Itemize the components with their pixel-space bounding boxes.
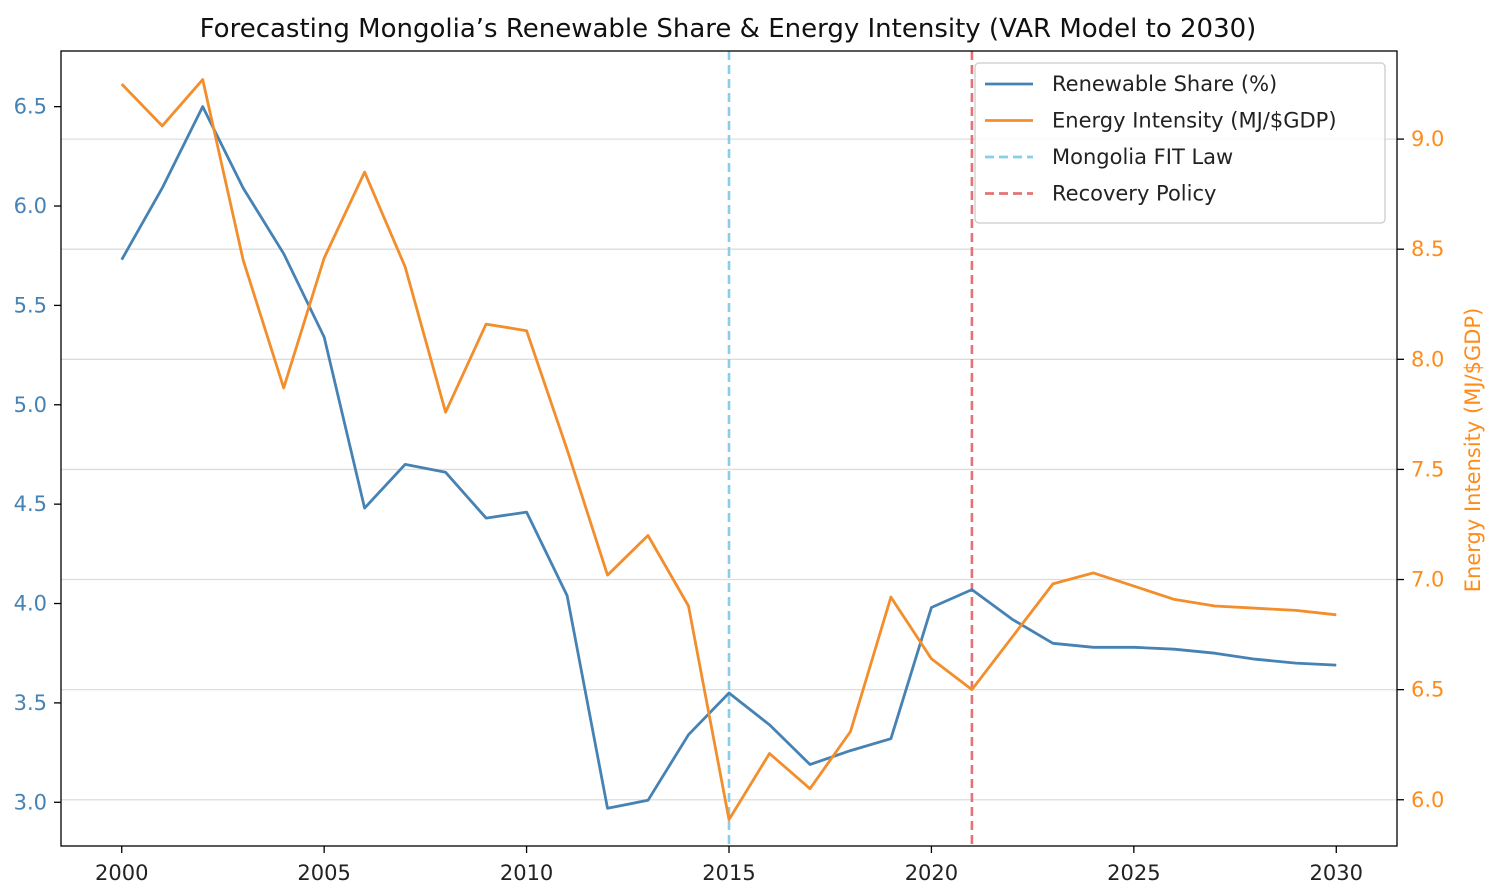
x-tick-label: 2020 xyxy=(905,861,958,885)
y-right-axis-label: Energy Intensity (MJ/$GDP) xyxy=(1461,308,1485,593)
y-right-tick-label: 7.0 xyxy=(1411,568,1444,592)
x-tick-label: 2015 xyxy=(702,861,755,885)
x-axis: 2000 2005 2010 2015 2020 2025 2030 xyxy=(95,846,1363,885)
y-right-tick-label: 9.0 xyxy=(1411,127,1444,151)
y-right-tick-label: 6.5 xyxy=(1411,678,1444,702)
y-left-tick-label: 6.0 xyxy=(14,194,47,218)
y-left-tick-label: 4.0 xyxy=(14,592,47,616)
series-line-renewable-share xyxy=(120,105,1337,810)
y-left-tick-label: 4.5 xyxy=(14,492,47,516)
chart-title: Forecasting Mongolia’s Renewable Share &… xyxy=(200,14,1257,44)
y-right-tick-label: 8.5 xyxy=(1411,237,1444,261)
y-right-tick-label: 8.0 xyxy=(1411,347,1444,371)
y-right-tick-label: 7.5 xyxy=(1411,457,1444,481)
y-left-axis: 3.0 3.5 4.0 4.5 5.0 5.5 6.0 6.5 xyxy=(14,95,61,814)
y-left-tick-label: 3.0 xyxy=(14,790,47,814)
x-tick-label: 2010 xyxy=(500,861,553,885)
x-tick-label: 2025 xyxy=(1107,861,1160,885)
x-tick-label: 2030 xyxy=(1310,861,1363,885)
legend-label: Renewable Share (%) xyxy=(1052,72,1277,96)
y-left-tick-label: 5.5 xyxy=(14,293,47,317)
legend-label: Mongolia FIT Law xyxy=(1052,145,1233,169)
legend: Renewable Share (%) Energy Intensity (MJ/… xyxy=(974,62,1386,224)
series-lines xyxy=(120,78,1337,821)
legend-box xyxy=(974,62,1386,224)
y-right-axis: 6.0 6.5 7.0 7.5 8.0 8.5 9.0 xyxy=(1397,127,1444,812)
legend-label: Energy Intensity (MJ/$GDP) xyxy=(1052,109,1337,133)
y-left-tick-label: 5.0 xyxy=(14,393,47,417)
series-line-energy-intensity-mj-gdp xyxy=(120,78,1337,821)
policy-lines xyxy=(727,51,974,846)
x-tick-label: 2005 xyxy=(297,861,350,885)
legend-label: Recovery Policy xyxy=(1052,182,1216,206)
y-right-tick-label: 6.0 xyxy=(1411,788,1444,812)
x-tick-label: 2000 xyxy=(95,861,148,885)
y-left-tick-label: 6.5 xyxy=(14,95,47,119)
y-left-tick-label: 3.5 xyxy=(14,691,47,715)
